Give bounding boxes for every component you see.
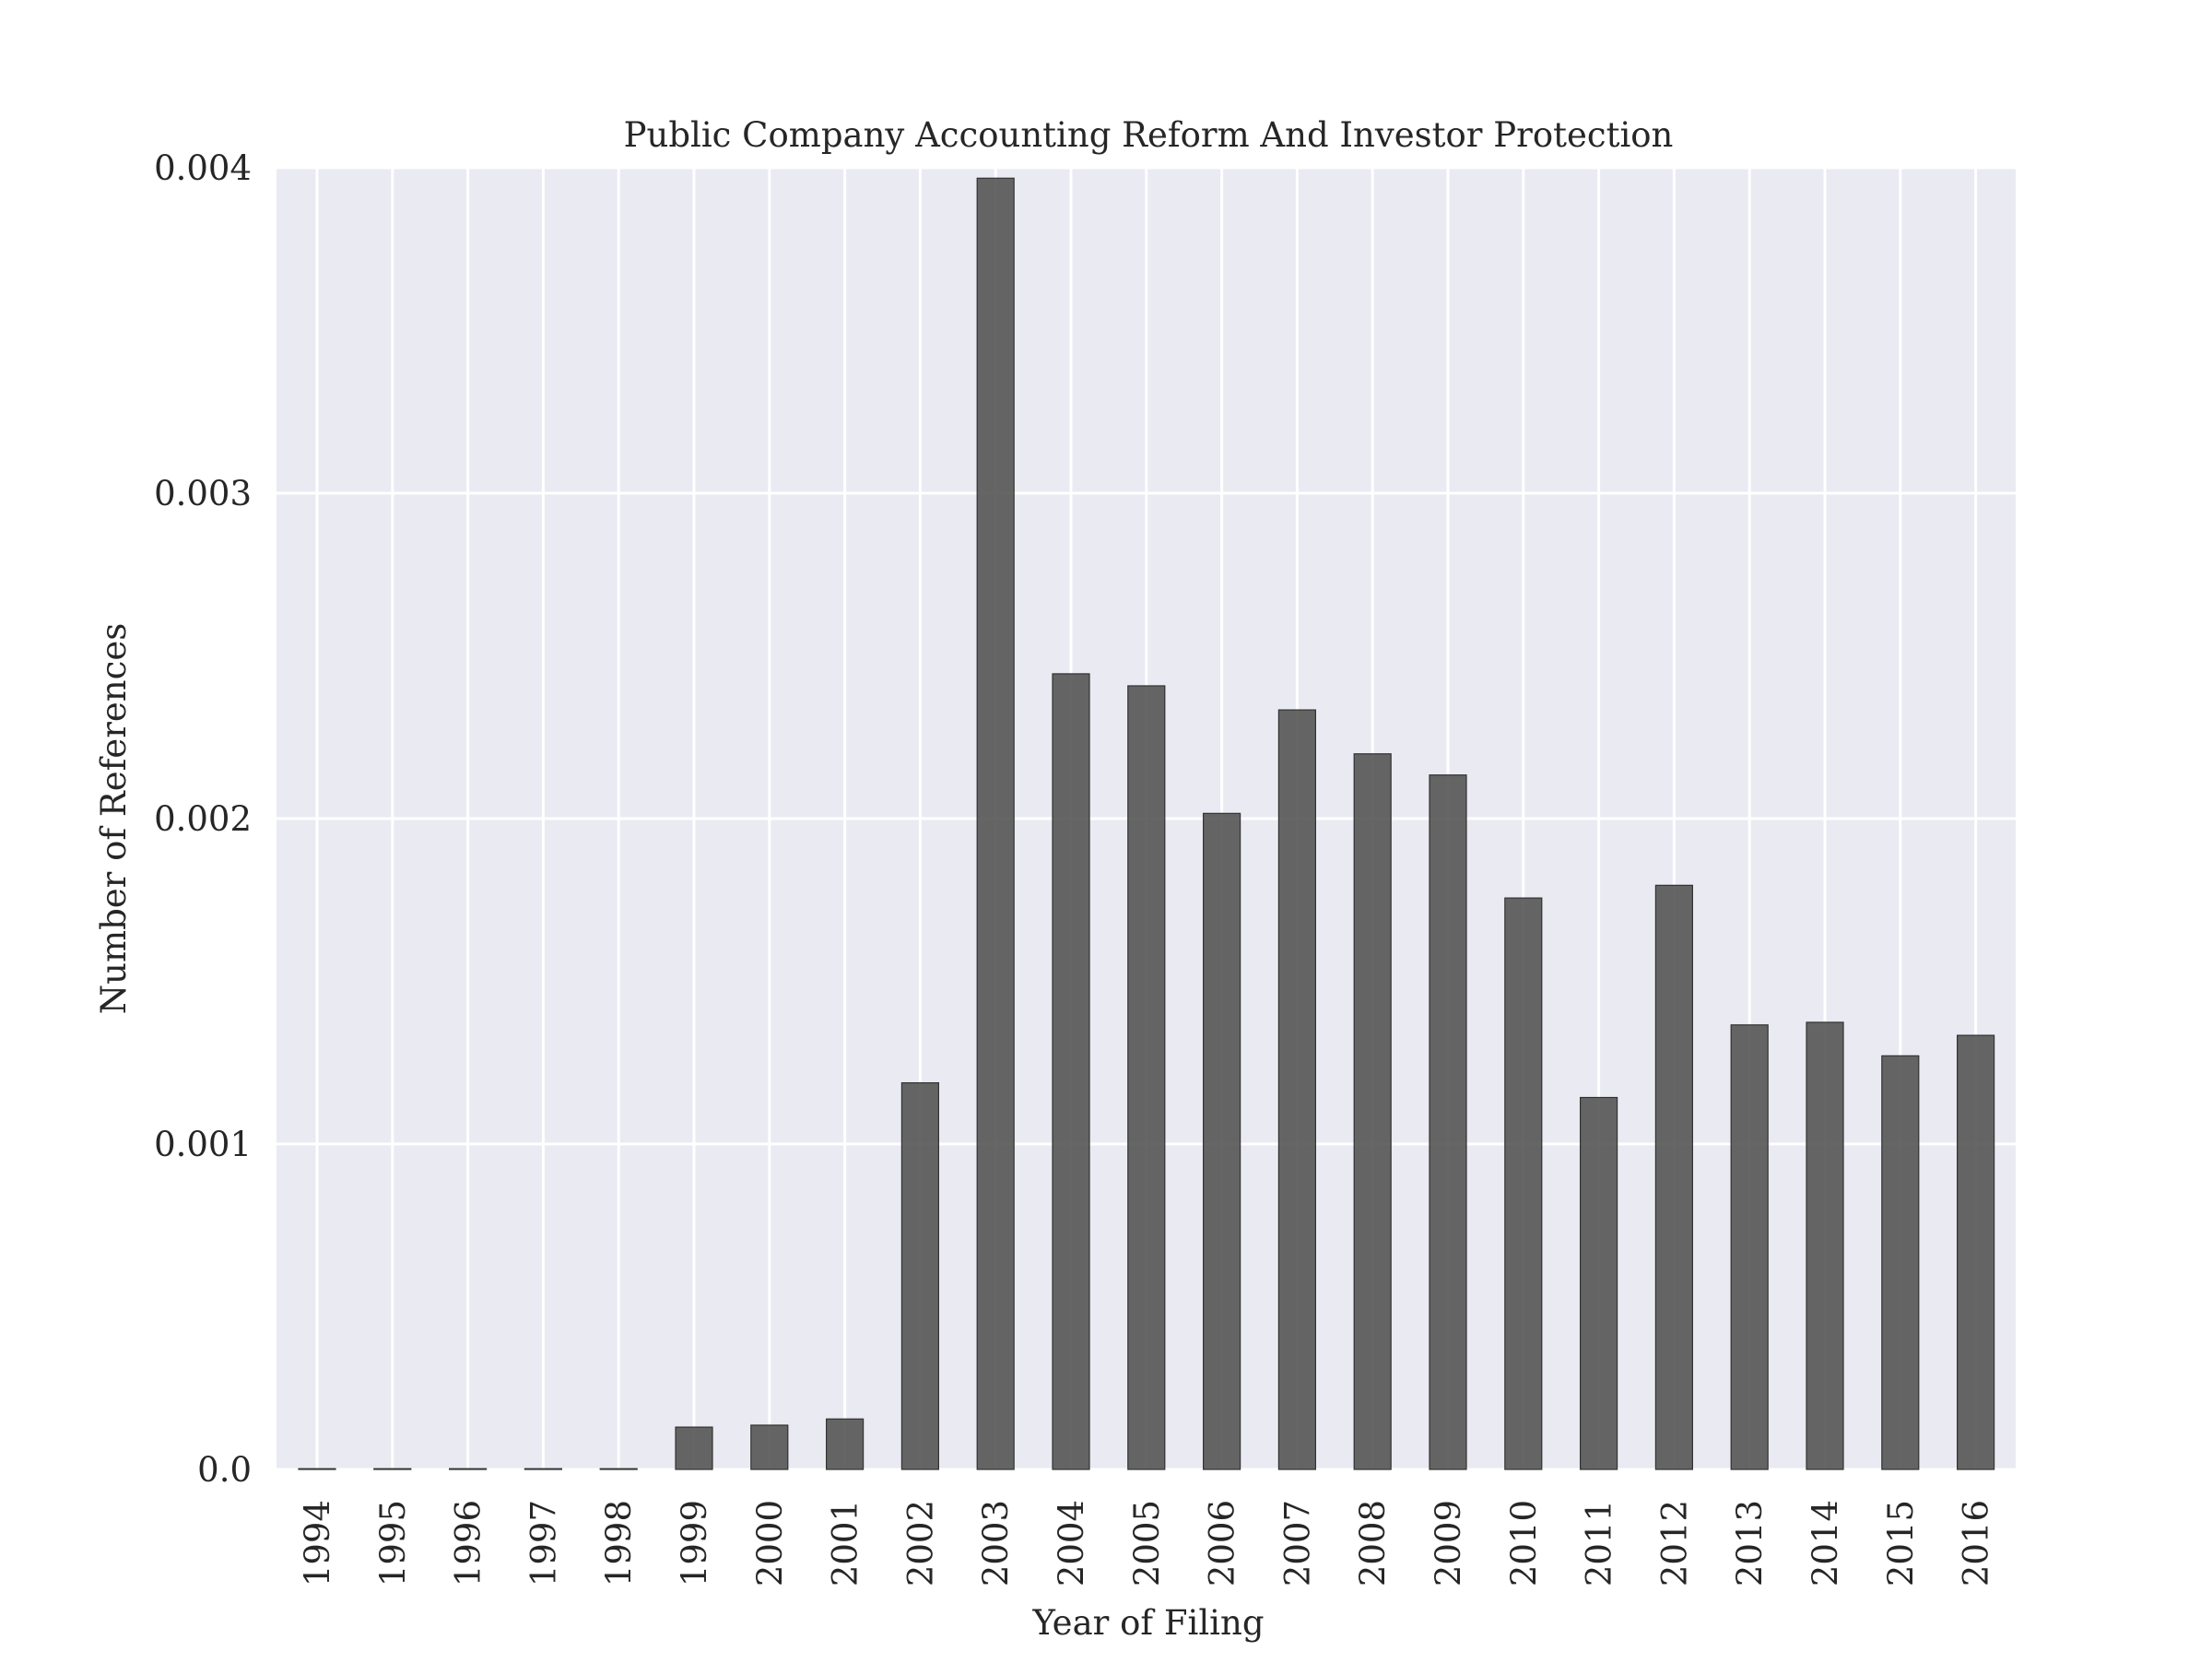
x-tick-label: 2012 <box>1654 1500 1694 1586</box>
bar-1998 <box>599 1468 638 1470</box>
x-tick-label: 1997 <box>524 1500 563 1586</box>
bar-2008 <box>1353 753 1392 1470</box>
bar-2000 <box>750 1424 789 1470</box>
x-tick-label: 2003 <box>976 1500 1016 1586</box>
bar-1995 <box>373 1468 412 1470</box>
x-tick-label: 2004 <box>1052 1500 1091 1586</box>
bar-2005 <box>1127 685 1166 1470</box>
y-tick-labels: 0.0 0.001 0.002 0.003 0.004 <box>154 148 252 1490</box>
bar-2004 <box>1052 673 1090 1470</box>
bar-2006 <box>1202 812 1241 1470</box>
bar-2013 <box>1730 1024 1769 1470</box>
x-tick-label: 1994 <box>298 1500 337 1586</box>
x-tick-label: 2011 <box>1580 1500 1619 1586</box>
bar-2012 <box>1654 884 1694 1470</box>
bar-2009 <box>1429 774 1467 1470</box>
x-tick-label: 2008 <box>1353 1500 1393 1586</box>
x-axis-label: Year of Filing <box>1031 1603 1264 1643</box>
x-tick-label: 2015 <box>1881 1500 1921 1586</box>
y-tick-label: 0.001 <box>154 1125 252 1164</box>
x-tick-label: 1999 <box>675 1500 714 1586</box>
x-tick-label: 2014 <box>1806 1500 1845 1586</box>
y-tick-label: 0.003 <box>154 474 252 513</box>
x-tick-label: 2006 <box>1203 1500 1242 1586</box>
x-tick-label: 1995 <box>373 1500 413 1586</box>
bar-1999 <box>675 1426 713 1470</box>
bar-1994 <box>298 1468 336 1470</box>
bar-2014 <box>1806 1021 1844 1470</box>
x-tick-label: 2007 <box>1277 1500 1317 1586</box>
x-tick-label: 2009 <box>1429 1500 1468 1586</box>
bar-1997 <box>524 1468 563 1470</box>
bar-2016 <box>1957 1034 1995 1470</box>
chart-title: Public Company Accounting Reform And Inv… <box>624 115 1674 155</box>
bars <box>298 177 1995 1470</box>
bar-2002 <box>900 1082 940 1470</box>
x-tick-label: 2001 <box>826 1500 865 1586</box>
x-tick-label: 2016 <box>1957 1500 1996 1586</box>
x-tick-label: 1998 <box>599 1500 639 1586</box>
y-axis-label: Number of References <box>94 623 134 1014</box>
y-tick-label: 0.0 <box>197 1450 252 1490</box>
x-tick-label: 2010 <box>1504 1500 1544 1586</box>
bar-2007 <box>1277 709 1317 1470</box>
x-tick-label: 2002 <box>900 1500 940 1586</box>
bar-2010 <box>1504 897 1543 1470</box>
y-tick-label: 0.002 <box>154 799 252 839</box>
x-tick-label: 2005 <box>1127 1500 1167 1586</box>
bar-1996 <box>449 1468 488 1470</box>
x-tick-label: 2013 <box>1730 1500 1770 1586</box>
bar-2015 <box>1881 1055 1920 1470</box>
bar-2011 <box>1579 1096 1618 1470</box>
bar-2001 <box>825 1418 865 1470</box>
x-tick-label: 1996 <box>449 1500 488 1586</box>
x-tick-label: 2000 <box>750 1500 790 1586</box>
x-tick-labels: 1994 1995 1996 1997 1998 1999 2000 2001 2002 2003… <box>298 1500 1996 1586</box>
bar-2003 <box>976 177 1015 1470</box>
y-tick-label: 0.004 <box>154 148 252 188</box>
